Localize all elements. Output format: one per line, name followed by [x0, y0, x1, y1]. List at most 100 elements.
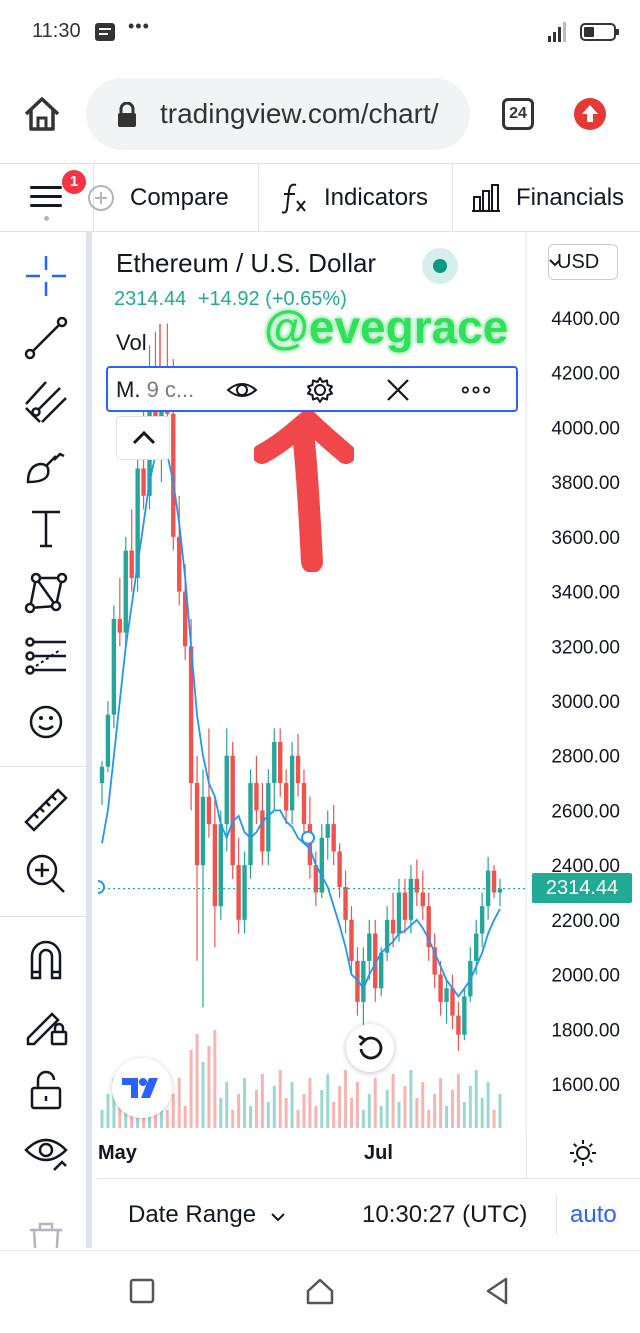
candle-body — [462, 996, 467, 1035]
gear-icon[interactable] — [304, 374, 336, 406]
y-tick-label: 2600.00 — [551, 801, 620, 822]
volume-bar — [237, 1094, 241, 1128]
close-icon[interactable] — [382, 374, 414, 406]
candle-body — [242, 865, 247, 920]
crosshair-icon[interactable] — [22, 252, 70, 300]
lock-drawings-icon[interactable] — [22, 1000, 70, 1048]
price-chart[interactable]: 4400.00 4200.00 4000.00 3800.00 3600.00 3400.… — [98, 232, 640, 1130]
candle-body — [200, 796, 206, 866]
brush-icon[interactable] — [22, 442, 70, 490]
symbol-title[interactable]: Ethereum / U.S. Dollar — [116, 248, 377, 278]
watermark-text: @evegrace — [264, 301, 509, 353]
candle-body — [206, 796, 212, 825]
candle-body — [236, 865, 241, 920]
volume-bar — [118, 1106, 122, 1128]
chart-pane[interactable]: 4400.00 4200.00 4000.00 3800.00 3600.00 3400.… — [98, 232, 640, 1130]
ruler-icon[interactable] — [22, 786, 70, 834]
back-icon[interactable] — [482, 1275, 514, 1307]
eye-icon[interactable] — [226, 374, 258, 406]
candle-body — [319, 837, 324, 893]
volume-bar — [450, 1090, 454, 1128]
currency-select[interactable]: USD — [548, 244, 618, 280]
url-text[interactable]: tradingview.com/chart/ — [160, 98, 439, 129]
candle-body — [135, 468, 140, 578]
zoom-in-icon[interactable] — [22, 850, 70, 898]
candle-body — [373, 933, 378, 989]
candle-body — [123, 550, 128, 633]
unlock-icon[interactable] — [22, 1066, 70, 1114]
home-nav-icon[interactable] — [304, 1275, 336, 1307]
symbol-price: 2314.44 — [114, 288, 187, 310]
volume-bar — [433, 1094, 437, 1128]
volume-bar — [225, 1082, 229, 1128]
red-arrow-annotation — [254, 412, 354, 572]
candle-body — [99, 766, 105, 784]
utc-clock[interactable]: 10:30:27 (UTC) — [362, 1201, 528, 1228]
volume-bar — [415, 1098, 419, 1128]
bar-chart-icon — [472, 184, 500, 212]
volume-bar — [344, 1070, 348, 1128]
tab-switcher-button[interactable]: 24 — [502, 98, 534, 130]
system-nav-bar — [0, 1250, 640, 1333]
more-icon[interactable] — [460, 374, 492, 406]
candle-body — [111, 618, 117, 715]
volume-bar — [231, 1110, 235, 1128]
study-name[interactable]: M. 9 c... — [116, 377, 195, 402]
update-icon[interactable] — [574, 98, 606, 130]
hide-drawings-icon[interactable] — [22, 1128, 70, 1176]
collapse-legend-button[interactable] — [116, 416, 170, 460]
volume-bar — [456, 1074, 460, 1128]
volume-bar — [439, 1078, 443, 1128]
y-tick-label: 3000.00 — [551, 692, 620, 713]
magnet-icon[interactable] — [22, 936, 70, 984]
recents-icon[interactable] — [126, 1275, 158, 1307]
trash-icon[interactable] — [22, 1218, 70, 1248]
reset-chart-button[interactable] — [346, 1024, 394, 1072]
volume-bar — [462, 1102, 466, 1128]
auto-scale-button[interactable]: auto — [570, 1201, 617, 1228]
trend-line-icon[interactable] — [22, 314, 70, 362]
chart-bottom-bar: Date Range 10:30:27 (UTC) auto — [98, 1178, 640, 1250]
menu-button[interactable]: 1 — [0, 164, 94, 232]
financials-button[interactable]: Financials — [470, 164, 624, 232]
y-tick-label: 3200.00 — [551, 637, 620, 658]
volume-bar — [486, 1082, 490, 1128]
plus-circle-icon — [88, 185, 114, 211]
candle-body — [301, 783, 307, 825]
url-bar[interactable]: tradingview.com/chart/ — [86, 78, 470, 150]
tradingview-logo[interactable] — [112, 1058, 172, 1118]
volume-bar — [201, 1062, 205, 1128]
volume-label[interactable]: Vol — [116, 330, 147, 355]
candle-body — [129, 550, 134, 578]
volume-bar — [249, 1106, 253, 1128]
volume-bar — [332, 1102, 336, 1128]
time-axis[interactable] — [98, 1130, 640, 1178]
volume-bar — [106, 1094, 110, 1128]
candle-body — [266, 783, 271, 852]
pitchfork-icon[interactable] — [22, 378, 70, 426]
study-legend[interactable]: M. 9 c... — [106, 366, 518, 412]
date-range-button[interactable]: Date Range — [128, 1201, 285, 1229]
volume-bar — [266, 1102, 270, 1128]
pattern-icon[interactable] — [22, 568, 70, 616]
candle-body — [337, 851, 342, 888]
text-tool-icon[interactable] — [22, 504, 70, 552]
volume-bar — [492, 1110, 496, 1128]
volume-bar — [183, 1106, 187, 1128]
chart-settings-icon[interactable] — [568, 1138, 598, 1168]
compare-button[interactable]: Compare — [88, 164, 229, 232]
compare-label: Compare — [130, 184, 229, 211]
candle-body — [384, 919, 390, 953]
symbol-price-line: 2314.44 +14.92 (+0.65%) — [114, 288, 347, 311]
volume-bar — [379, 1106, 383, 1128]
function-icon — [281, 183, 306, 214]
indicators-button[interactable]: Indicators — [280, 164, 428, 232]
candle-body — [177, 536, 182, 592]
chevron-down-icon — [271, 1213, 285, 1222]
candle-body — [396, 892, 402, 934]
volume-bar — [219, 1098, 223, 1128]
home-icon[interactable] — [22, 94, 62, 134]
emoji-icon[interactable] — [22, 698, 70, 746]
market-status-icon — [422, 248, 458, 284]
prediction-icon[interactable] — [22, 632, 70, 680]
